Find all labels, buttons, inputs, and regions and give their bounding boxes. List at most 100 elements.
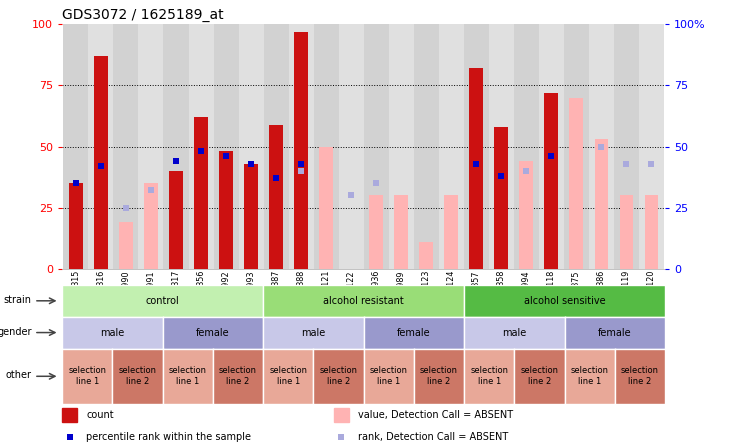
Text: female: female [196,328,230,337]
Text: male: male [502,328,526,337]
Bar [420,242,433,269]
Bar [469,68,483,269]
Bar [64,24,88,269]
Bar [88,24,113,269]
Text: GDS3072 / 1625189_at: GDS3072 / 1625189_at [62,8,224,22]
Text: count: count [86,410,114,420]
Text: selection
line 2: selection line 2 [520,366,558,386]
Bar [144,183,158,269]
Bar [164,24,189,269]
Text: gender: gender [0,327,31,337]
Text: other: other [6,370,31,380]
Bar [520,161,533,269]
Bar [94,56,107,269]
Bar [389,24,414,269]
Bar [539,24,564,269]
Bar [469,68,483,269]
Bar [645,195,659,269]
Bar [444,195,458,269]
Bar [614,24,639,269]
Bar [62,408,77,422]
Bar [514,24,539,269]
Bar [394,195,408,269]
Bar [169,171,183,269]
Bar [639,24,664,269]
Text: selection
line 2: selection line 2 [319,366,357,386]
Bar [219,151,233,269]
Bar [213,24,238,269]
Bar [564,24,589,269]
Bar [119,222,133,269]
Bar [319,147,333,269]
Text: control: control [145,296,180,306]
Text: selection
line 1: selection line 1 [68,366,106,386]
Bar [244,164,258,269]
Bar [569,98,583,269]
Bar [119,222,133,269]
Bar [138,24,164,269]
Bar [369,195,383,269]
Text: percentile rank within the sample: percentile rank within the sample [86,432,251,442]
Bar [194,117,208,269]
Bar [364,24,389,269]
Bar [545,93,558,269]
Bar [219,151,233,269]
Bar [594,139,608,269]
Text: female: female [397,328,431,337]
Bar [319,147,333,269]
Bar [295,32,308,269]
Bar [295,32,308,269]
Bar [269,125,283,269]
Text: rank, Detection Call = ABSENT: rank, Detection Call = ABSENT [357,432,508,442]
Bar [545,93,558,269]
Bar [194,117,208,269]
Bar [594,139,608,269]
Bar [289,24,314,269]
Bar [69,183,83,269]
Bar [333,408,349,422]
Bar [420,242,433,269]
Bar [520,161,533,269]
Bar [620,195,633,269]
Text: selection
line 1: selection line 1 [370,366,408,386]
Bar [494,127,508,269]
Text: selection
line 2: selection line 2 [621,366,659,386]
Text: selection
line 2: selection line 2 [118,366,156,386]
Bar [338,24,364,269]
Bar [244,164,258,269]
Bar [113,24,138,269]
Bar [94,56,107,269]
Text: selection
line 1: selection line 1 [470,366,508,386]
Text: selection
line 1: selection line 1 [571,366,609,386]
Bar [238,24,264,269]
Bar [269,125,283,269]
Text: strain: strain [4,295,31,305]
Text: female: female [598,328,632,337]
Bar [439,24,463,269]
Text: selection
line 2: selection line 2 [219,366,257,386]
Bar [69,183,83,269]
Bar [463,24,489,269]
Bar [394,195,408,269]
Bar [314,24,338,269]
Bar [569,98,583,269]
Text: value, Detection Call = ABSENT: value, Detection Call = ABSENT [357,410,512,420]
Bar [494,127,508,269]
Text: alcohol sensitive: alcohol sensitive [524,296,605,306]
Bar [414,24,439,269]
Text: selection
line 2: selection line 2 [420,366,458,386]
Text: male: male [100,328,124,337]
Text: alcohol resistant: alcohol resistant [323,296,404,306]
Text: selection
line 1: selection line 1 [269,366,307,386]
Bar [369,195,383,269]
Bar [589,24,614,269]
Bar [189,24,213,269]
Bar [144,183,158,269]
Bar [620,195,633,269]
Bar [444,195,458,269]
Text: selection
line 1: selection line 1 [169,366,207,386]
Bar [264,24,289,269]
Bar [169,171,183,269]
Text: male: male [301,328,325,337]
Bar [645,195,659,269]
